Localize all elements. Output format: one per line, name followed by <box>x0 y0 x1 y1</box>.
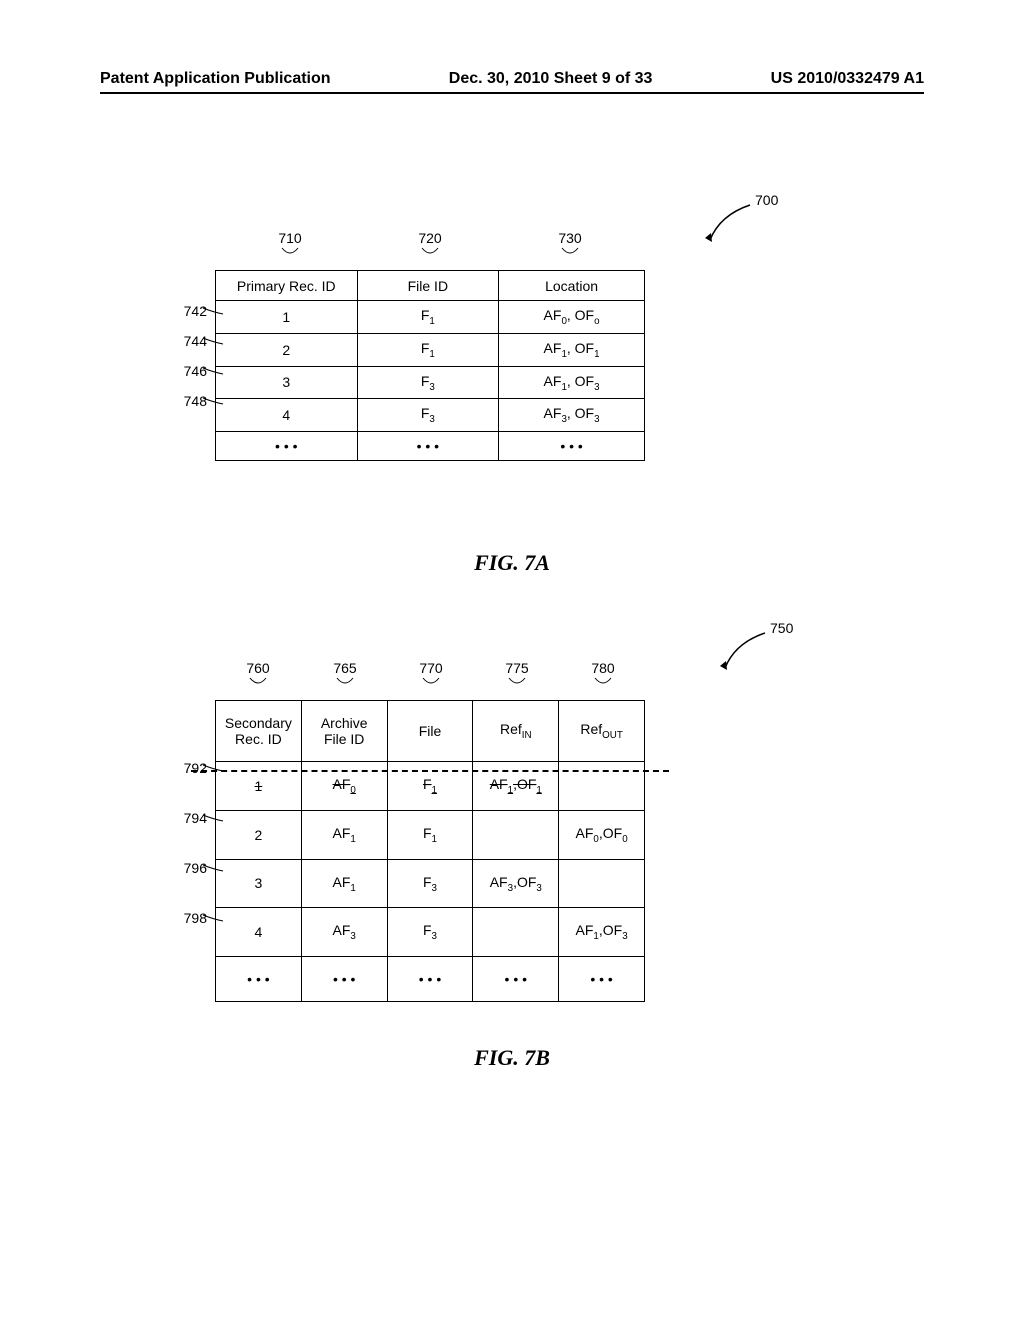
arrow-icon <box>700 200 760 250</box>
col-header: RefOUT <box>559 701 645 762</box>
col-header: RefIN <box>473 701 559 762</box>
deletion-dash-line <box>191 770 669 772</box>
col-ref-780: 780 <box>573 660 633 688</box>
header-center: Dec. 30, 2010 Sheet 9 of 33 <box>449 70 653 88</box>
table-7a: Primary Rec. ID File ID Location 1 F1 AF… <box>215 270 645 461</box>
col-ref-770: 770 <box>401 660 461 688</box>
table-row: 2 AF1 F1 AF0,OF0 <box>216 810 645 859</box>
col-header: ArchiveFile ID <box>301 701 387 762</box>
table-header-row: Primary Rec. ID File ID Location <box>216 271 645 301</box>
row-ref-796: 796 <box>147 860 207 876</box>
col-ref-730: 730 <box>540 230 600 258</box>
row-ref-794: 794 <box>147 810 207 826</box>
col-header: Location <box>499 271 645 301</box>
page-header: Patent Application Publication Dec. 30, … <box>100 70 924 94</box>
col-header: Primary Rec. ID <box>216 271 358 301</box>
col-header: SecondaryRec. ID <box>216 701 302 762</box>
figure-7b-caption: FIG. 7B <box>0 1045 1024 1071</box>
row-ref-746: 746 <box>147 363 207 379</box>
ref-700: 700 <box>755 192 778 208</box>
figure-7a-caption: FIG. 7A <box>0 550 1024 576</box>
table-row: 1 F1 AF0, OFo <box>216 301 645 334</box>
col-ref-775: 775 <box>487 660 547 688</box>
row-ref-792: 792 <box>147 760 207 776</box>
patent-page: Patent Application Publication Dec. 30, … <box>0 0 1024 1320</box>
table-row: 2 F1 AF1, OF1 <box>216 333 645 366</box>
table-row: 4 AF3 F3 AF1,OF3 <box>216 908 645 957</box>
row-ref-742: 742 <box>147 303 207 319</box>
ref-750: 750 <box>770 620 793 636</box>
table-row: 4 F3 AF3, OF3 <box>216 399 645 432</box>
row-ref-798: 798 <box>147 910 207 926</box>
row-ref-748: 748 <box>147 393 207 409</box>
arrow-icon <box>715 628 775 678</box>
table-row: 3 AF1 F3 AF3,OF3 <box>216 859 645 908</box>
table-7b: SecondaryRec. ID ArchiveFile ID File Ref… <box>215 700 645 1002</box>
row-ref-744: 744 <box>147 333 207 349</box>
col-ref-760: 760 <box>228 660 288 688</box>
col-ref-765: 765 <box>315 660 375 688</box>
col-ref-710: 710 <box>260 230 320 258</box>
header-right: US 2010/0332479 A1 <box>771 70 924 88</box>
header-left: Patent Application Publication <box>100 70 331 88</box>
figure-7a: 710 720 730 742 744 746 748 Primary Rec.… <box>215 230 645 461</box>
col-header: File <box>387 701 473 762</box>
table-row-ellipsis: • • • • • • • • • • • • • • • <box>216 957 645 1002</box>
table-row: 3 F3 AF1, OF3 <box>216 366 645 399</box>
table-row-ellipsis: • • • • • • • • • <box>216 432 645 461</box>
table-header-row: SecondaryRec. ID ArchiveFile ID File Ref… <box>216 701 645 762</box>
col-ref-720: 720 <box>400 230 460 258</box>
col-header: File ID <box>357 271 499 301</box>
table-row-struck: 1 AF0 F1 AF1,OF1 <box>216 762 645 811</box>
figure-7b: 760 765 770 775 780 792 794 <box>215 660 645 1002</box>
